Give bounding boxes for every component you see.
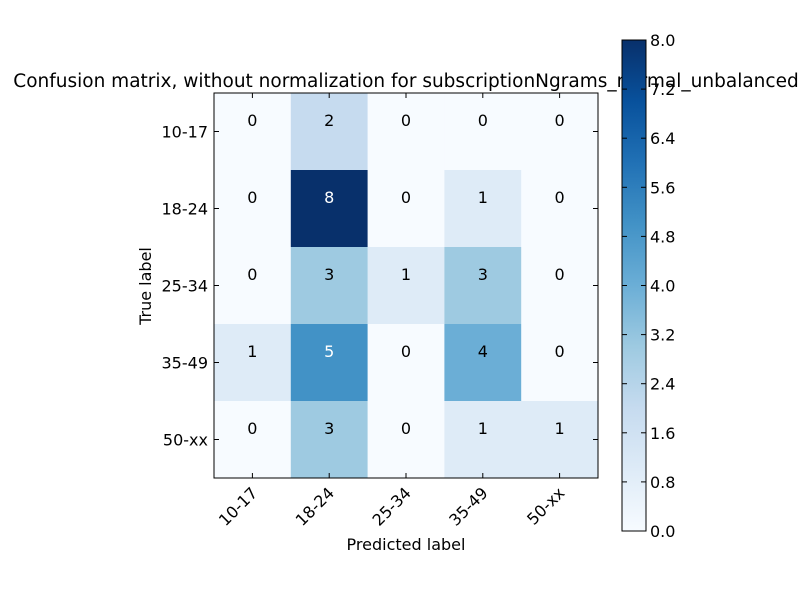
heatmap-cell <box>521 247 599 325</box>
cell-value-label: 0 <box>247 188 257 207</box>
x-tick-label: 35-49 <box>445 483 491 529</box>
cell-value-label: 1 <box>401 265 411 284</box>
colorbar-tick-label: 6.4 <box>650 129 675 148</box>
cell-value-label: 5 <box>324 342 334 361</box>
heatmap-cell <box>521 170 599 248</box>
y-tick-label: 10-17 <box>162 123 209 142</box>
x-tick-label: 10-17 <box>215 483 261 529</box>
colorbar-tick-label: 0.8 <box>650 473 675 492</box>
cell-value-label: 1 <box>478 188 488 207</box>
y-tick-label: 18-24 <box>162 200 209 219</box>
cell-value-label: 0 <box>401 188 411 207</box>
cell-value-label: 3 <box>478 265 488 284</box>
heatmap-cell <box>214 170 292 248</box>
heatmap-cell <box>367 247 445 325</box>
colorbar-tick-label: 3.2 <box>650 326 675 345</box>
cell-value-label: 0 <box>478 111 488 130</box>
heatmap-cell <box>521 401 599 479</box>
colorbar-tick-label: 8.0 <box>650 31 675 50</box>
heatmap-cell <box>444 324 522 402</box>
heatmap-cell <box>214 247 292 325</box>
heatmap-cells <box>214 93 599 479</box>
heatmap-cell <box>444 93 522 171</box>
cell-value-label: 3 <box>324 419 334 438</box>
heatmap-cell <box>367 170 445 248</box>
heatmap-cell <box>367 324 445 402</box>
cell-value-label: 2 <box>324 111 334 130</box>
cell-value-label: 0 <box>247 419 257 438</box>
colorbar-tick-label: 4.8 <box>650 227 675 246</box>
axis-ticks <box>214 93 598 478</box>
y-tick-labels: 10-17 18-24 25-34 35-49 50-xx <box>162 123 209 450</box>
x-axis-label: Predicted label <box>347 535 466 554</box>
heatmap-cell <box>290 401 369 479</box>
cell-value-label: 0 <box>247 111 257 130</box>
cell-value-labels: 0 2 0 0 0 0 8 0 1 0 0 3 1 3 0 1 5 0 4 0 0 3 0 1 1 <box>247 111 564 438</box>
cell-value-label: 8 <box>324 188 334 207</box>
cell-value-label: 1 <box>478 419 488 438</box>
heatmap-cell <box>367 93 445 171</box>
y-tick-label: 25-34 <box>162 277 209 296</box>
cell-value-label: 0 <box>555 265 565 284</box>
heatmap-cell <box>444 170 522 248</box>
x-tick-labels: 10-17 18-24 25-34 35-49 50-xx <box>215 483 569 529</box>
colorbar-tick-label: 2.4 <box>650 375 675 394</box>
heatmap-cell <box>444 247 522 325</box>
cell-value-label: 0 <box>555 111 565 130</box>
y-tick-label: 35-49 <box>162 354 209 373</box>
colorbar-tick-label: 7.2 <box>650 80 675 99</box>
chart-title: Confusion matrix, without normalization … <box>13 71 798 92</box>
heatmap-cell <box>444 401 522 479</box>
cell-value-label: 3 <box>324 265 334 284</box>
cell-value-label: 0 <box>401 419 411 438</box>
x-tick-label: 50-xx <box>523 483 568 528</box>
y-tick-label: 50-xx <box>163 431 208 450</box>
colorbar-tick-label: 0.0 <box>650 522 675 541</box>
heatmap-cell <box>521 324 599 402</box>
cell-value-label: 4 <box>478 342 488 361</box>
heatmap-cell <box>214 401 292 479</box>
colorbar-tick-label: 4.0 <box>650 277 675 296</box>
cell-value-label: 0 <box>401 111 411 130</box>
cell-value-label: 0 <box>247 265 257 284</box>
cell-value-label: 0 <box>555 342 565 361</box>
heatmap-cell <box>290 324 369 402</box>
heatmap-cell <box>290 247 369 325</box>
colorbar-ticks: 0.0 0.8 1.6 2.4 3.2 4.0 4.8 5.6 6.4 7.2 8.0 <box>622 31 675 541</box>
heatmap-cell <box>214 93 292 171</box>
heatmap-cell <box>521 93 599 171</box>
x-tick-label: 25-34 <box>369 483 415 529</box>
cell-value-label: 0 <box>555 188 565 207</box>
cell-value-label: 1 <box>555 419 565 438</box>
colorbar-tick-label: 1.6 <box>650 424 675 443</box>
y-axis-label: True label <box>136 247 155 326</box>
x-tick-label: 18-24 <box>292 483 338 529</box>
heatmap-cell <box>290 93 369 171</box>
cell-value-label: 0 <box>401 342 411 361</box>
heatmap-cell <box>367 401 445 479</box>
colorbar-tick-label: 5.6 <box>650 178 675 197</box>
heatmap-cell <box>290 170 369 248</box>
cell-value-label: 1 <box>247 342 257 361</box>
heatmap-cell <box>214 324 292 402</box>
